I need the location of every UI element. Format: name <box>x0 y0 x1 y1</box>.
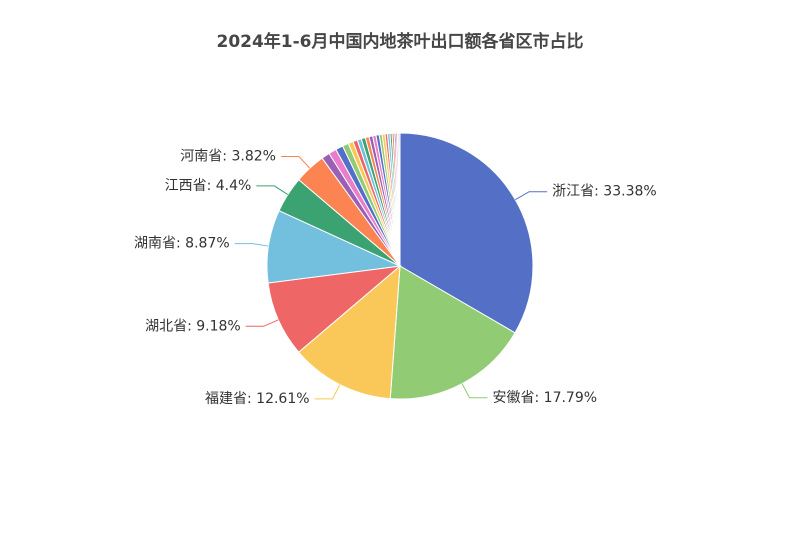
slice-label: 福建省: 12.61% <box>205 391 310 407</box>
slice-label: 江西省: 4.4% <box>165 178 252 194</box>
label-line <box>515 191 548 201</box>
pie-slice <box>297 264 401 400</box>
pie-slice <box>399 132 534 334</box>
label-line <box>234 243 269 247</box>
slice-label: 湖北省: 9.18% <box>145 318 241 334</box>
label-line <box>314 384 341 400</box>
slice-label: 湖南省: 8.87% <box>134 236 230 252</box>
label-line <box>461 383 488 399</box>
pie-slice <box>398 132 401 267</box>
label-line <box>245 319 279 327</box>
slice-label: 安徽省: 17.79% <box>493 390 598 406</box>
chart-title: 2024年1-6月中国内地茶叶出口额各省区市占比 <box>216 31 583 52</box>
slice-label: 浙江省: 33.38% <box>552 184 657 200</box>
slice-label: 河南省: 3.82% <box>180 148 276 164</box>
label-line <box>280 155 311 169</box>
label-line <box>256 185 289 195</box>
